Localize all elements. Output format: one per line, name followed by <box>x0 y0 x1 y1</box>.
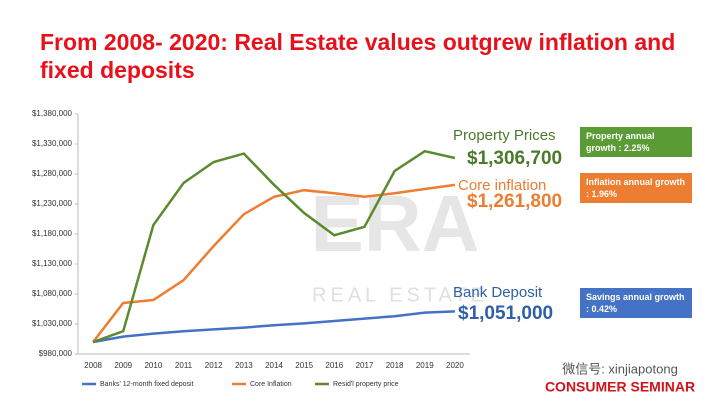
line <box>92 183 456 343</box>
legend-label: Banks' 12-month fixed deposit <box>100 381 194 388</box>
annotation: $1,306,700 <box>467 148 562 169</box>
growth-box: Inflation annual growth : 1.96% <box>580 173 692 203</box>
x-tick-label: 2010 <box>144 361 162 370</box>
x-tick-label: 2018 <box>386 361 404 370</box>
y-tick-label: $1,280,000 <box>32 169 73 178</box>
x-tick-label: 2014 <box>265 361 283 370</box>
x-tick-label: 2013 <box>235 361 253 370</box>
wechat-id: 微信号: xinjiapotong <box>562 361 678 376</box>
growth-box: Property annual growth : 2.25% <box>580 127 692 157</box>
y-tick-label: $1,130,000 <box>32 259 73 268</box>
y-tick-label: $980,000 <box>39 349 73 358</box>
y-tick-label: $1,230,000 <box>32 199 73 208</box>
legend-label: Core Inflation <box>250 381 292 388</box>
y-tick-label: $1,330,000 <box>32 139 73 148</box>
growth-box: Savings annual growth : 0.42% <box>580 288 692 318</box>
x-tick-label: 2019 <box>416 361 434 370</box>
x-tick-label: 2012 <box>205 361 223 370</box>
annotation: Bank Deposit <box>453 284 543 301</box>
x-tick-label: 2017 <box>356 361 374 370</box>
x-tick-label: 2008 <box>84 361 102 370</box>
y-tick-label: $1,380,000 <box>32 109 73 118</box>
annotation: Core inflation <box>458 177 546 194</box>
brand: CONSUMER SEMINAR <box>545 379 695 395</box>
y-tick-label: $1,080,000 <box>32 289 73 298</box>
line <box>92 310 455 344</box>
line <box>92 149 456 344</box>
annotation: $1,261,800 <box>467 191 562 212</box>
watermark-tagline: REAL ESTATE <box>312 284 488 306</box>
x-tick-label: 2020 <box>446 361 464 370</box>
y-tick-label: $1,030,000 <box>32 319 73 328</box>
x-tick-label: 2011 <box>175 361 193 370</box>
y-tick-label: $1,180,000 <box>32 229 73 238</box>
x-tick-label: 2015 <box>295 361 313 370</box>
annotation: Property Prices <box>453 127 556 144</box>
annotation: $1,051,000 <box>458 303 553 324</box>
x-tick-label: 2009 <box>114 361 132 370</box>
x-tick-label: 2016 <box>325 361 343 370</box>
legend-label: Resid'l property price <box>333 381 399 388</box>
chart-title: From 2008- 2020: Real Estate values outg… <box>40 29 676 83</box>
